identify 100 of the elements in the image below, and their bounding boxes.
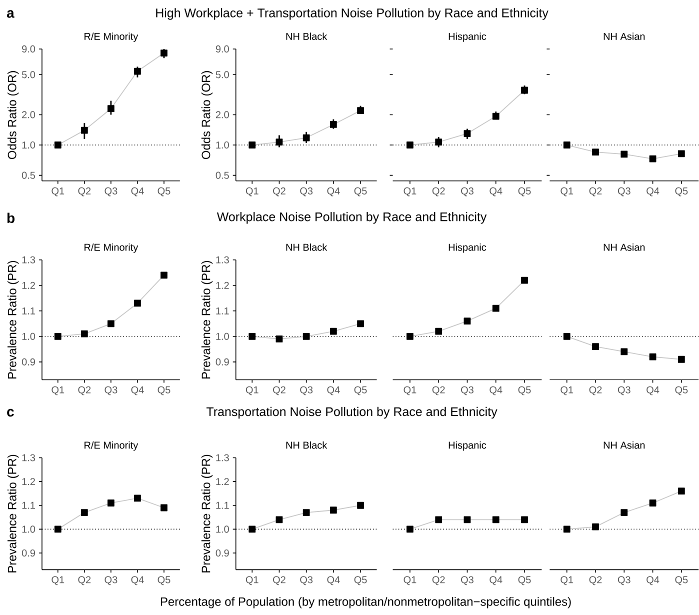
x-tick-label: Q3 (300, 576, 313, 586)
y-tick-label: 2.0 (22, 111, 36, 118)
y-axis-title: Prevalence Ratio (PR) (201, 261, 213, 379)
chart-title: Hispanic (448, 32, 486, 42)
x-tick-label: Q2 (273, 188, 286, 196)
y-tick-label: 1.1 (22, 308, 35, 314)
y-axis-title: Prevalence Ratio (PR) (8, 261, 19, 379)
y-axis-title: Odds Ratio (OR) (201, 71, 213, 160)
y-tick-label: 9.0 (216, 46, 229, 53)
x-tick-label: Q2 (78, 386, 91, 396)
x-tick-label: Q3 (461, 188, 474, 196)
y-axis-title: Prevalence Ratio (PR) (201, 455, 213, 573)
y-tick-label: 1.1 (216, 502, 229, 509)
x-tick-label: Q5 (675, 576, 688, 586)
x-tick-label: Q4 (646, 188, 660, 196)
y-tick-label: 1.2 (22, 478, 35, 486)
x-tick-label: Q4 (490, 188, 502, 196)
y-tick-label: 0.9 (22, 550, 35, 557)
x-tick-label: Q4 (327, 188, 340, 196)
x-tick-label: Q4 (131, 576, 144, 586)
y-tick-label: 1.0 (22, 333, 36, 340)
y-tick-label: 0.5 (22, 172, 36, 180)
x-tick-label: Q5 (354, 576, 367, 586)
chart-title: NH Asian (604, 442, 645, 449)
y-tick-label: 1.1 (22, 502, 35, 509)
y-tick-label: 1.1 (216, 308, 229, 314)
chart-title: NH Black (286, 442, 328, 449)
x-tick-label: Q2 (78, 576, 91, 586)
chart-title: Hispanic (448, 442, 486, 451)
y-tick-label: 1.0 (216, 142, 229, 149)
x-tick-label: Q3 (104, 386, 118, 396)
chart-title: Hispanic (448, 244, 486, 253)
x-tick-label: Q1 (404, 576, 416, 586)
x-tick-label: Q1 (560, 188, 574, 196)
x-tick-label: Q3 (300, 386, 313, 396)
y-tick-label: 1.2 (216, 478, 229, 486)
x-tick-label: Q2 (273, 576, 286, 586)
x-tick-label: Q2 (432, 576, 445, 586)
x-tick-label: Q5 (518, 576, 531, 586)
y-tick-label: 1.3 (216, 256, 229, 264)
y-tick-label: 1.0 (22, 142, 36, 149)
chart-title: NH Asian (604, 244, 645, 252)
y-tick-label: 0.9 (216, 550, 229, 557)
y-tick-label: 1.3 (22, 454, 36, 462)
x-tick-label: Q1 (560, 386, 574, 396)
x-tick-label: Q3 (104, 576, 118, 586)
chart-title: NH Black (286, 244, 328, 252)
y-axis-title: Odds Ratio (OR) (8, 71, 19, 160)
x-tick-label: Q2 (432, 188, 445, 196)
y-tick-label: 0.5 (216, 172, 229, 180)
chart-title: R/E Minority (84, 442, 138, 451)
y-tick-label: 1.0 (216, 526, 229, 533)
y-tick-label: 1.0 (216, 333, 229, 340)
x-tick-label: Q4 (490, 576, 502, 586)
x-tick-label: Q2 (273, 386, 286, 396)
x-axis-title: Percentage of Population (by metropolitan/nonmetropolitan−specific quintiles) (160, 597, 571, 608)
y-tick-label: 0.9 (216, 358, 229, 366)
text: Transportation Noise Pollution by Race and Ethnicity (206, 407, 498, 419)
x-tick-label: Q2 (589, 576, 602, 586)
x-tick-label: Q4 (327, 386, 340, 396)
chart-title: R/E Minority (84, 32, 138, 42)
x-tick-label: Q5 (354, 386, 367, 396)
chart-title: NH Asian (604, 32, 645, 40)
y-tick-label: 1.2 (216, 282, 229, 290)
x-tick-label: Q5 (675, 188, 688, 196)
x-tick-label: Q1 (246, 188, 258, 196)
y-axis-title: Prevalence Ratio (PR) (8, 455, 19, 573)
text: High Workplace + Transportation Noise Pollution by Race and Ethnicity (156, 8, 548, 20)
x-tick-label: Q4 (646, 386, 660, 396)
x-tick-label: Q3 (618, 188, 630, 196)
x-tick-label: Q5 (675, 386, 688, 396)
text: a (6, 10, 14, 18)
x-tick-label: Q3 (461, 576, 474, 586)
x-tick-label: Q1 (404, 386, 416, 396)
y-tick-label: 1.2 (22, 282, 35, 290)
x-tick-label: Q2 (589, 386, 602, 396)
x-tick-label: Q1 (246, 386, 258, 396)
x-tick-label: Q5 (518, 188, 531, 196)
x-tick-label: Q1 (404, 188, 416, 196)
x-tick-label: Q5 (518, 386, 531, 396)
x-tick-label: Q1 (52, 188, 64, 196)
x-tick-label: Q2 (78, 188, 91, 196)
x-tick-label: Q1 (52, 386, 64, 396)
x-tick-label: Q5 (158, 188, 170, 196)
y-tick-label: 0.9 (22, 358, 35, 366)
y-tick-label: 5.0 (22, 71, 36, 78)
x-tick-label: Q3 (104, 188, 118, 196)
x-tick-label: Q2 (589, 188, 602, 196)
y-tick-label: 5.0 (216, 71, 229, 78)
chart-title: NH Black (286, 32, 328, 40)
x-tick-label: Q4 (327, 576, 340, 586)
y-tick-label: 2.0 (216, 111, 229, 118)
x-tick-label: Q2 (432, 386, 445, 396)
x-tick-label: Q4 (646, 576, 660, 586)
y-tick-label: 1.3 (216, 454, 229, 462)
y-tick-label: 1.0 (22, 526, 36, 533)
text: b (7, 212, 15, 224)
x-tick-label: Q3 (461, 386, 474, 396)
x-tick-label: Q3 (618, 386, 630, 396)
x-tick-label: Q4 (131, 188, 144, 196)
